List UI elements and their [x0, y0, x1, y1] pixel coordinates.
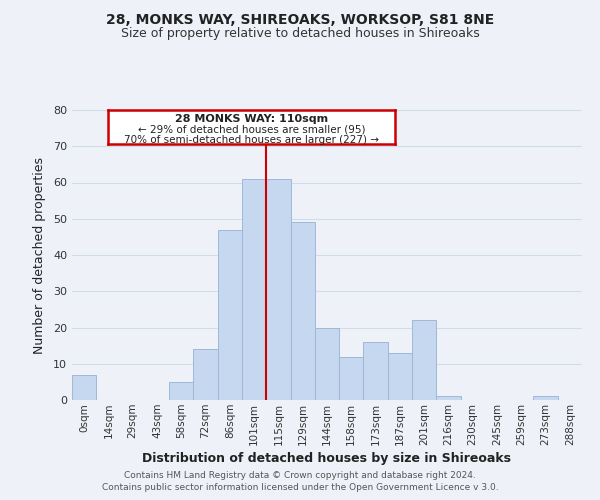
- Bar: [388, 353, 412, 400]
- Bar: [193, 349, 218, 400]
- Bar: [533, 396, 558, 400]
- Bar: [315, 328, 339, 400]
- Text: ← 29% of detached houses are smaller (95): ← 29% of detached houses are smaller (95…: [138, 125, 365, 135]
- Y-axis label: Number of detached properties: Number of detached properties: [33, 156, 46, 354]
- Text: 28, MONKS WAY, SHIREOAKS, WORKSOP, S81 8NE: 28, MONKS WAY, SHIREOAKS, WORKSOP, S81 8…: [106, 12, 494, 26]
- Bar: [169, 382, 193, 400]
- Bar: [412, 320, 436, 400]
- Text: Contains HM Land Registry data © Crown copyright and database right 2024.: Contains HM Land Registry data © Crown c…: [124, 471, 476, 480]
- Bar: [436, 396, 461, 400]
- Bar: [364, 342, 388, 400]
- Text: Size of property relative to detached houses in Shireoaks: Size of property relative to detached ho…: [121, 28, 479, 40]
- Text: Contains public sector information licensed under the Open Government Licence v : Contains public sector information licen…: [101, 484, 499, 492]
- Text: 28 MONKS WAY: 110sqm: 28 MONKS WAY: 110sqm: [175, 114, 328, 124]
- X-axis label: Distribution of detached houses by size in Shireoaks: Distribution of detached houses by size …: [143, 452, 511, 465]
- Bar: [218, 230, 242, 400]
- Text: 70% of semi-detached houses are larger (227) →: 70% of semi-detached houses are larger (…: [124, 136, 379, 145]
- Bar: [339, 356, 364, 400]
- Bar: [72, 374, 96, 400]
- Bar: [242, 179, 266, 400]
- Bar: [266, 179, 290, 400]
- Bar: [290, 222, 315, 400]
